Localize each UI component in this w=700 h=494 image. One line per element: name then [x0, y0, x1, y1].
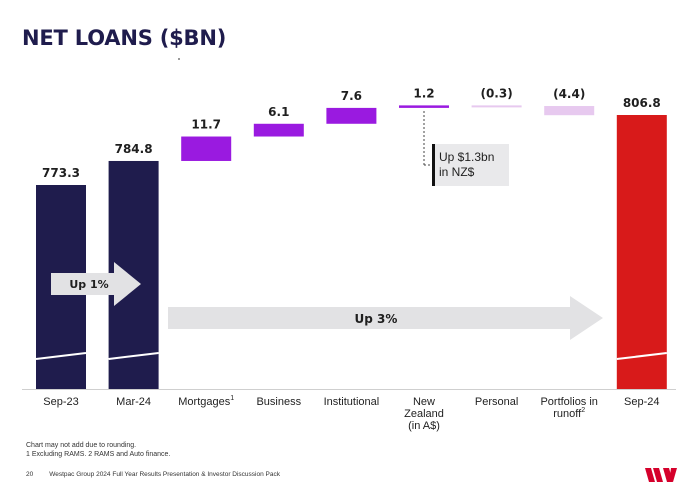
- category-label: New Zealand (in A$): [404, 396, 444, 432]
- net-loans-waterfall-chart: Up 3% 773.3 Sep-23 784.8 Mar-24 11.7 Mortgages…: [22, 86, 676, 432]
- bar-portfoliosin-runoff: [544, 106, 595, 116]
- up-3-percent-arrow: [168, 296, 603, 340]
- up-1-percent-arrow: [51, 262, 141, 306]
- data-label: 784.8: [115, 142, 153, 156]
- footer-text: Westpac Group 2024 Full Year Results Pre…: [49, 471, 280, 478]
- axis-break-mark: [616, 352, 667, 360]
- title-marker: [178, 58, 180, 60]
- category-label: Mortgages1: [178, 395, 234, 408]
- category-label: Sep-23: [43, 396, 78, 408]
- westpac-logo-icon: [645, 468, 677, 482]
- bar-personal: [471, 105, 522, 108]
- category-label: Institutional: [324, 396, 380, 408]
- up-3-percent-label: Up 3%: [355, 312, 398, 326]
- data-label: (0.3): [480, 86, 512, 100]
- data-label: 7.6: [341, 89, 362, 103]
- nz-callout-accent: [432, 144, 435, 186]
- category-label: Personal: [475, 396, 518, 408]
- bar-sep-24: [616, 115, 667, 389]
- data-label: 11.7: [191, 118, 221, 132]
- category-label: Business: [256, 396, 301, 408]
- nz-callout-text: Up $1.3bn in NZ$: [439, 150, 494, 179]
- footnotes: Chart may not add due to rounding. 1 Exc…: [26, 441, 170, 459]
- data-label: 1.2: [413, 86, 434, 100]
- bar-institutional: [326, 107, 377, 124]
- data-label: 6.1: [268, 105, 289, 119]
- bar-business: [253, 123, 304, 137]
- axis-break-mark: [35, 352, 87, 360]
- category-label: Sep-24: [624, 396, 659, 408]
- axis-break-mark: [108, 352, 159, 360]
- bar-mortgages: [181, 136, 232, 161]
- page-number: 20: [26, 471, 34, 478]
- footer: 20 Westpac Group 2024 Full Year Results …: [26, 471, 280, 478]
- category-label: Mar-24: [116, 396, 151, 408]
- data-label: 773.3: [42, 166, 80, 180]
- footnote-rounding: Chart may not add due to rounding.: [26, 442, 137, 449]
- up-1-percent-label: Up 1%: [69, 278, 108, 291]
- data-label: 806.8: [623, 96, 661, 110]
- footnote-definitions: 1 Excluding RAMS. 2 RAMS and Auto financ…: [26, 451, 171, 458]
- category-label: Portfolios in runoff2: [540, 396, 597, 420]
- page-title: NET LOANS ($BN): [22, 26, 227, 50]
- nz-callout-box: [432, 144, 509, 186]
- data-label: (4.4): [553, 87, 585, 101]
- bar-new-zealand-ina: [399, 105, 449, 108]
